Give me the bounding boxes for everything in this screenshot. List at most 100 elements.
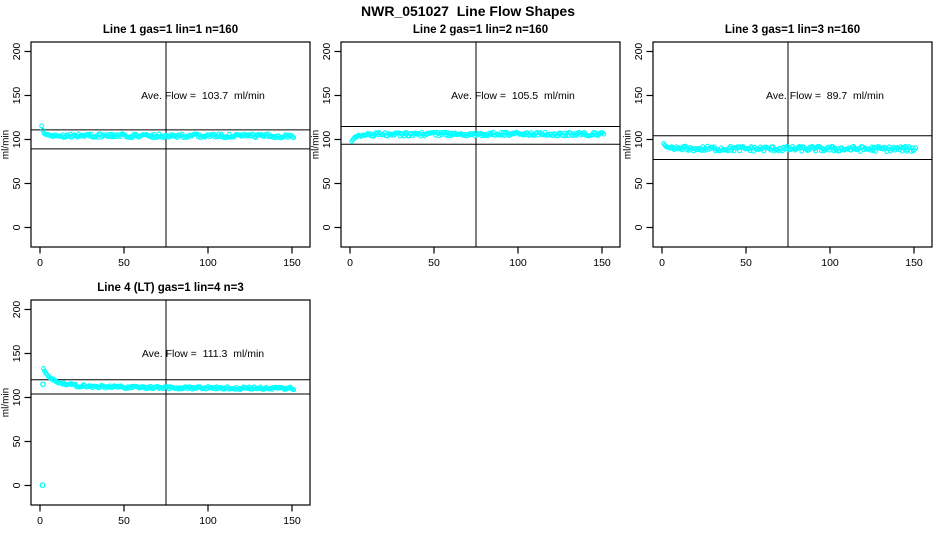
panel-line4-title: Line 4 (LT) gas=1 lin=4 n=3 xyxy=(97,282,244,294)
panel-line4-ave-flow-label: Ave. Flow = 111.3 ml/min xyxy=(141,348,265,360)
y-axis-title: ml/min xyxy=(1,388,12,417)
x-axis-tick-label: 50 xyxy=(428,257,440,269)
x-axis-tick-label: 150 xyxy=(593,257,611,269)
y-axis-tick-label: 0 xyxy=(11,482,23,488)
data-point xyxy=(826,147,832,153)
x-axis-tick-label: 100 xyxy=(821,257,839,269)
x-axis-tick-label: 100 xyxy=(199,515,217,527)
data-point xyxy=(560,133,566,138)
data-point xyxy=(39,123,45,129)
panel-line3: Line 3 gas=1 lin=3 n=160 Ave. Flow = 89.… xyxy=(622,20,936,276)
data-point xyxy=(216,131,222,137)
panel-line1-title: Line 1 gas=1 lin=1 n=160 xyxy=(102,24,239,36)
data-point xyxy=(88,131,94,137)
plot-box xyxy=(652,41,933,248)
data-point xyxy=(562,130,568,136)
scatter-series-line2-flow xyxy=(349,129,607,144)
data-point xyxy=(770,144,776,150)
y-axis-tick-label: 100 xyxy=(633,131,645,149)
panel-plot-svg: 0 50 100 150 0 50 100 150 200 ml/min xyxy=(311,41,621,269)
panel-line3-title: Line 3 gas=1 lin=3 n=160 xyxy=(724,24,861,36)
data-point xyxy=(803,147,809,152)
data-point xyxy=(194,131,200,137)
y-axis-tick-label: 50 xyxy=(633,178,645,190)
data-point xyxy=(478,130,484,136)
y-axis-tick-label: 0 xyxy=(633,224,645,230)
x-axis-tick-label: 0 xyxy=(347,257,353,269)
plot-box xyxy=(30,41,311,248)
page-title: NWR_051027 Line Flow Shapes xyxy=(361,3,575,19)
data-point xyxy=(291,135,297,140)
data-point xyxy=(709,144,715,150)
x-axis-tick-label: 50 xyxy=(118,515,130,527)
data-point xyxy=(127,135,133,140)
data-point xyxy=(448,133,454,139)
x-axis-tick-label: 0 xyxy=(37,257,43,269)
y-axis-tick-label: 150 xyxy=(11,87,23,105)
panel-line1-ave-flow-label: Ave. Flow = 103.7 ml/min xyxy=(141,90,265,102)
y-axis-tick-label: 200 xyxy=(11,301,23,319)
scatter-series-line1-flow xyxy=(39,123,297,141)
y-axis-tick-label: 100 xyxy=(11,131,23,149)
x-axis-tick-label: 0 xyxy=(37,515,43,527)
panel-line1: Line 1 gas=1 lin=1 n=160 Ave. Flow = 103… xyxy=(0,20,314,276)
scatter-series-line3-flow xyxy=(661,141,919,154)
y-axis-tick-label: 50 xyxy=(11,436,23,448)
panel-plot-svg: 0 50 100 150 0 50 100 150 200 ml/min xyxy=(623,41,933,269)
x-axis-tick-label: 100 xyxy=(199,257,217,269)
panel-line4: Line 4 (LT) gas=1 lin=4 n=3 Ave. Flow = … xyxy=(0,278,314,534)
y-axis-tick-label: 150 xyxy=(633,87,645,105)
y-axis-title: ml/min xyxy=(1,130,12,159)
data-point xyxy=(737,148,743,154)
panel-line3-ave-flow-label: Ave. Flow = 89.7 ml/min xyxy=(766,90,884,102)
x-axis-tick-label: 150 xyxy=(283,515,301,527)
data-point xyxy=(831,148,837,154)
x-axis-tick-label: 150 xyxy=(905,257,923,269)
x-axis-tick-label: 100 xyxy=(509,257,527,269)
panel-plot-svg: 0 50 100 150 0 50 100 150 200 ml/min xyxy=(1,299,311,527)
y-axis-tick-label: 150 xyxy=(321,87,333,105)
data-point xyxy=(901,145,907,150)
data-point xyxy=(445,133,451,139)
data-point xyxy=(913,145,919,151)
outlier-data-point xyxy=(39,482,46,489)
data-point xyxy=(601,131,607,137)
panel-line2-ave-flow-label: Ave. Flow = 105.5 ml/min xyxy=(451,90,575,102)
data-point xyxy=(268,133,274,139)
data-point xyxy=(498,129,504,135)
y-axis-tick-label: 0 xyxy=(321,224,333,230)
data-point xyxy=(43,370,49,376)
data-point xyxy=(910,148,916,154)
y-axis-tick-label: 200 xyxy=(321,43,333,61)
y-axis-title: ml/min xyxy=(623,130,634,159)
data-point xyxy=(799,148,805,154)
data-point xyxy=(401,133,406,139)
data-point xyxy=(133,131,139,137)
plot-box xyxy=(30,299,311,506)
data-point xyxy=(151,131,157,137)
data-point xyxy=(828,145,833,151)
y-axis-tick-label: 0 xyxy=(11,224,23,230)
y-axis-title: ml/min xyxy=(311,130,322,159)
outlier-data-point xyxy=(40,381,46,388)
scatter-series-line4-flow xyxy=(39,366,297,489)
data-point xyxy=(581,129,587,135)
data-point xyxy=(108,131,114,137)
data-point xyxy=(563,133,569,139)
data-point xyxy=(177,132,183,138)
x-axis-tick-label: 0 xyxy=(659,257,665,269)
y-axis-tick-label: 200 xyxy=(633,43,645,61)
y-axis-tick-label: 200 xyxy=(11,43,23,61)
y-axis-tick-label: 50 xyxy=(321,178,333,190)
panel-line2-title: Line 2 gas=1 lin=2 n=160 xyxy=(412,24,549,36)
panel-line2: Line 2 gas=1 lin=2 n=160 Ave. Flow = 105… xyxy=(310,20,624,276)
data-point xyxy=(291,387,297,393)
x-axis-tick-label: 50 xyxy=(740,257,752,269)
panel-plot-svg: 0 50 100 150 0 50 100 150 200 ml/min xyxy=(1,41,311,269)
data-point xyxy=(389,132,395,138)
y-axis-tick-label: 100 xyxy=(321,131,333,149)
y-axis-tick-label: 150 xyxy=(11,345,23,363)
data-point xyxy=(166,134,172,140)
data-point xyxy=(442,130,448,135)
